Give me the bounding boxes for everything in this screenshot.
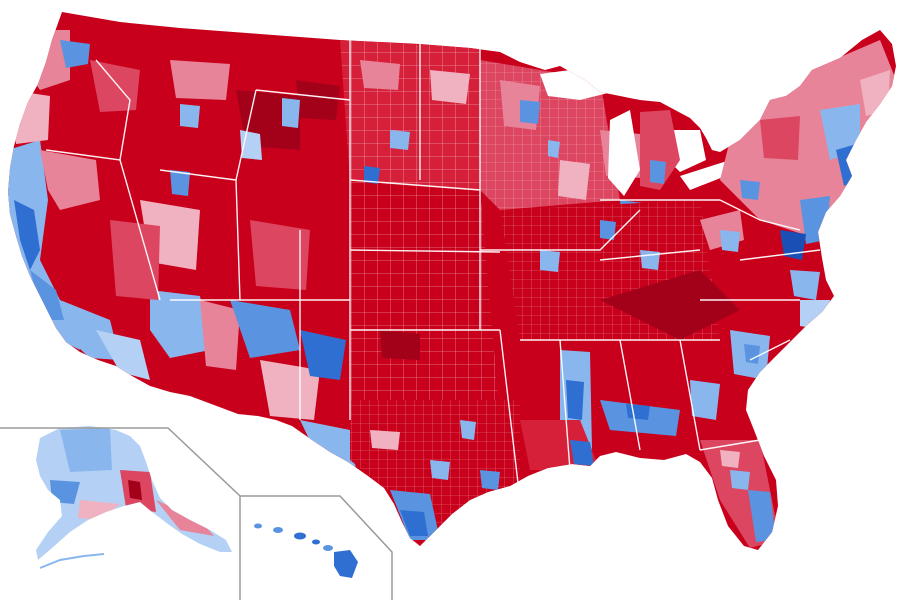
lake-erie bbox=[680, 160, 736, 190]
region-patch bbox=[60, 428, 112, 472]
hawaii-island bbox=[273, 527, 283, 533]
region-patch bbox=[720, 450, 740, 468]
hawaii-inset bbox=[254, 523, 358, 578]
region-patch bbox=[430, 460, 450, 480]
region-patch bbox=[14, 200, 40, 270]
region-patch bbox=[170, 60, 230, 100]
region-patch bbox=[730, 470, 750, 490]
hawaii-big-island bbox=[334, 550, 358, 578]
region-patch bbox=[200, 300, 240, 370]
region-patch bbox=[230, 300, 300, 358]
region-patch bbox=[300, 330, 346, 380]
region-patch bbox=[20, 30, 70, 90]
aleutian-islands bbox=[39, 553, 105, 569]
region-patch bbox=[540, 250, 560, 272]
region-patch bbox=[548, 140, 560, 158]
region-patch bbox=[364, 166, 380, 184]
hawaii-frame bbox=[240, 495, 393, 600]
region-patch bbox=[282, 98, 300, 128]
alaska-patches bbox=[50, 428, 214, 536]
lake-michigan bbox=[608, 110, 640, 196]
region-patch bbox=[744, 344, 760, 364]
region-patch bbox=[110, 220, 160, 300]
region-patch bbox=[150, 290, 210, 358]
region-patch bbox=[558, 160, 590, 200]
region-patch bbox=[740, 180, 760, 200]
region-patch bbox=[760, 116, 800, 160]
region-patch bbox=[250, 220, 310, 290]
region-patch bbox=[600, 270, 740, 340]
region-patch bbox=[570, 440, 594, 466]
region-patch bbox=[156, 500, 214, 536]
hawaii-island bbox=[294, 532, 306, 540]
region-patch bbox=[60, 40, 90, 68]
region-patch bbox=[600, 220, 616, 240]
county-grid bbox=[350, 180, 500, 420]
region-patch bbox=[170, 170, 190, 196]
region-patch bbox=[800, 300, 830, 330]
region-patch bbox=[180, 104, 200, 128]
region-patch bbox=[720, 230, 740, 252]
region-patch bbox=[360, 60, 400, 90]
inset-frames bbox=[0, 427, 393, 600]
region-patch bbox=[8, 140, 80, 350]
alaska-inset bbox=[36, 426, 232, 569]
region-patch bbox=[370, 430, 400, 450]
region-patch bbox=[96, 330, 150, 380]
county-patches bbox=[8, 30, 896, 548]
hawaii-island bbox=[323, 545, 333, 551]
alaska-frame bbox=[0, 427, 241, 600]
region-patch bbox=[78, 500, 120, 520]
region-patch bbox=[460, 420, 476, 440]
region-patch bbox=[790, 270, 820, 300]
state-borders bbox=[45, 40, 821, 501]
region-patch bbox=[40, 150, 100, 210]
region-patch bbox=[260, 360, 320, 420]
region-patch bbox=[430, 70, 470, 104]
region-patch bbox=[566, 380, 584, 420]
contiguous-us bbox=[8, 12, 896, 550]
region-patch bbox=[640, 250, 660, 270]
region-patch bbox=[748, 490, 776, 542]
hawaii-island bbox=[312, 539, 320, 545]
region-patch bbox=[650, 160, 666, 184]
region-patch bbox=[128, 480, 142, 500]
region-patch bbox=[626, 404, 650, 420]
region-patch bbox=[30, 270, 64, 320]
region-patch bbox=[300, 420, 356, 470]
hawaii-island bbox=[254, 523, 262, 529]
region-patch bbox=[10, 90, 50, 144]
region-patch bbox=[480, 470, 500, 490]
region-patch bbox=[400, 510, 428, 536]
region-patch bbox=[90, 60, 140, 112]
region-patch bbox=[690, 380, 720, 420]
region-patch bbox=[380, 330, 420, 360]
region-patch bbox=[390, 130, 410, 150]
region-patch bbox=[296, 80, 340, 120]
region-patch bbox=[520, 100, 540, 124]
